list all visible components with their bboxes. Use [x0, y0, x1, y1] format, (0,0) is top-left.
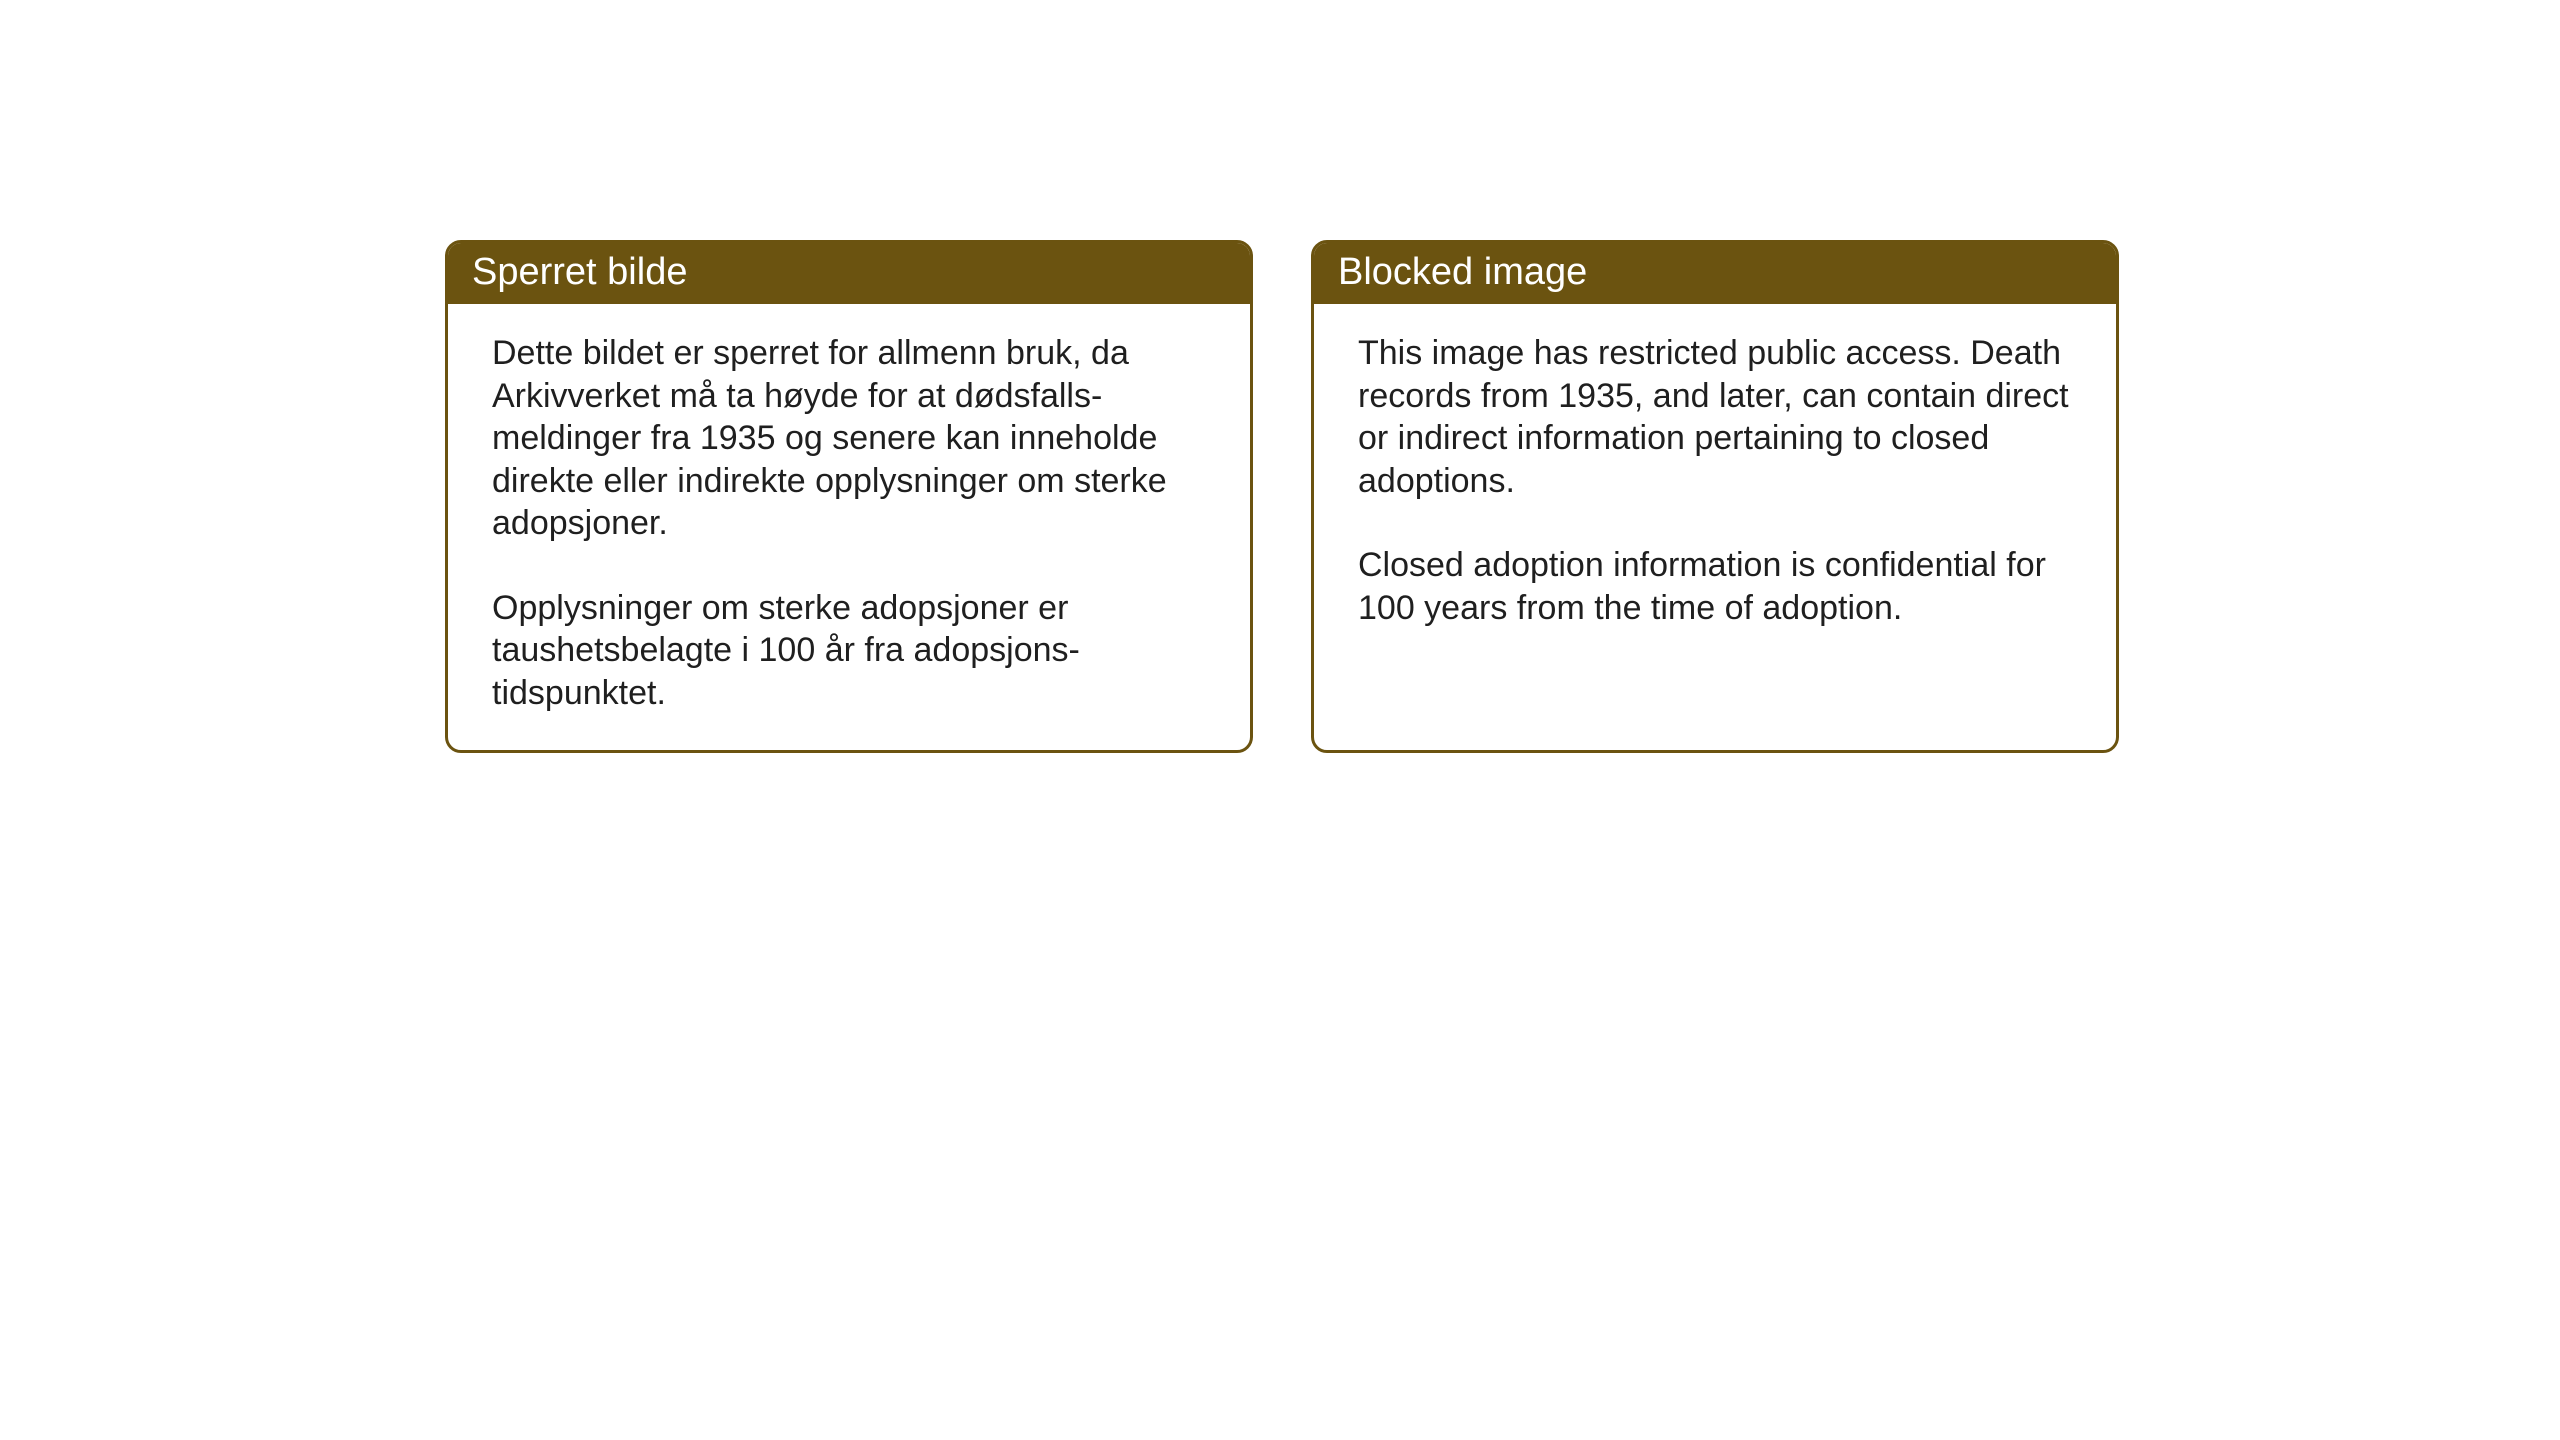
notice-paragraph: Closed adoption information is confident…: [1358, 544, 2072, 629]
notice-body-english: This image has restricted public access.…: [1314, 304, 2116, 732]
notice-box-english: Blocked image This image has restricted …: [1311, 240, 2119, 753]
notice-paragraph: Dette bildet er sperret for allmenn bruk…: [492, 332, 1206, 545]
notices-container: Sperret bilde Dette bildet er sperret fo…: [445, 240, 2119, 753]
notice-box-norwegian: Sperret bilde Dette bildet er sperret fo…: [445, 240, 1253, 753]
notice-paragraph: This image has restricted public access.…: [1358, 332, 2072, 502]
notice-body-norwegian: Dette bildet er sperret for allmenn bruk…: [448, 304, 1250, 750]
notice-header-norwegian: Sperret bilde: [448, 243, 1250, 304]
notice-paragraph: Opplysninger om sterke adopsjoner er tau…: [492, 587, 1206, 715]
notice-header-english: Blocked image: [1314, 243, 2116, 304]
